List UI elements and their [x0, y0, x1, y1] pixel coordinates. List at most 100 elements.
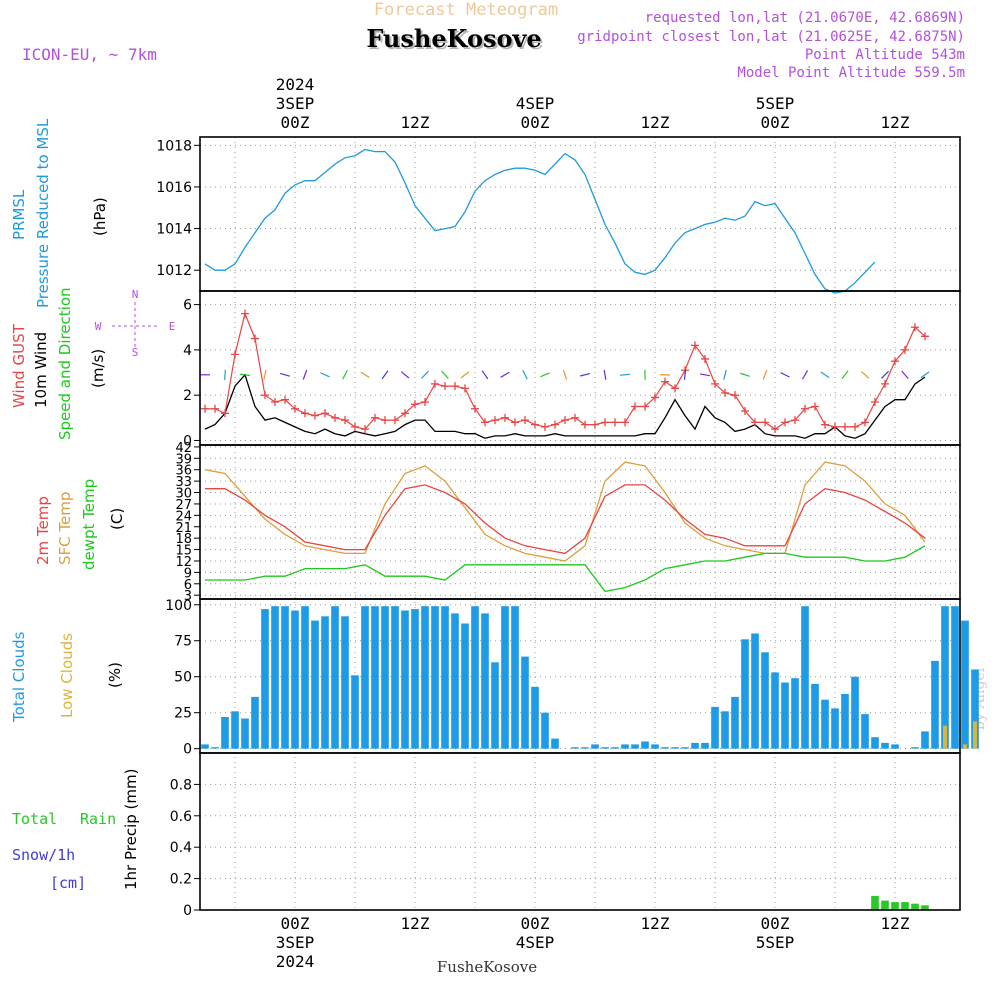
precip-unit: 1hr Precip (mm): [122, 769, 140, 890]
wind-gust-marker: [541, 422, 549, 431]
wind-direction-arrow: [723, 369, 727, 380]
total-clouds-bar: [691, 742, 699, 749]
temp-tick-label: 15: [175, 544, 192, 559]
precip-bar: [891, 902, 899, 910]
total-clouds-bar: [641, 741, 649, 749]
wind-gust-marker: [761, 418, 769, 427]
total-clouds-bar: [821, 699, 829, 749]
wind-gust-marker: [741, 407, 749, 416]
clouds-unit: (%): [106, 662, 124, 688]
wind-gust-marker: [601, 418, 609, 427]
temp-2m-label: 2m Temp: [34, 496, 52, 565]
wind-gust-marker: [631, 402, 639, 411]
temp-panel-frame: [199, 444, 961, 600]
wind-gust-marker: [711, 379, 719, 388]
total-clouds-bar: [721, 711, 729, 749]
total-clouds-bar: [891, 744, 899, 749]
total-clouds-bar: [701, 742, 709, 749]
total-clouds-bar: [671, 747, 679, 749]
total-clouds-bar: [371, 606, 379, 749]
tick-layer: 1018101610141012642042393633302724211815…: [156, 75, 909, 971]
total-clouds-bar: [521, 656, 529, 749]
wind-gust-marker: [481, 418, 489, 427]
low-clouds-bar: [973, 721, 977, 749]
wind-gust-marker: [251, 334, 259, 343]
wind-speed-series: [204, 373, 926, 439]
total-clouds-bar: [871, 737, 879, 749]
footer-location: FusheKosove: [437, 958, 537, 976]
wind-gust-marker: [411, 400, 419, 409]
precip-bar: [881, 900, 889, 910]
wind-tick-label: 4: [183, 343, 192, 359]
clouds-tick-label: 75: [174, 634, 192, 650]
bottom-time-label: 00Z: [761, 914, 790, 933]
pressure-series: [204, 148, 876, 294]
precip-tick-label: 0.4: [170, 840, 192, 856]
wind-direction-arrow: [421, 370, 429, 379]
wind-direction-arrow: [801, 370, 809, 380]
total-clouds-bar: [741, 639, 749, 749]
wind-gust-marker: [661, 377, 669, 386]
wind-direction-arrow: [740, 372, 750, 377]
temp-tick-label: 3: [184, 589, 192, 604]
compass-rose: N S W E: [95, 288, 176, 359]
total-clouds-bar: [551, 738, 559, 749]
wind-gust-marker: [881, 379, 889, 388]
precip-bar: [901, 902, 909, 910]
total-clouds-bar: [401, 610, 409, 749]
wind-gust-marker: [821, 420, 829, 429]
wind-gust-marker: [201, 404, 209, 413]
clouds-total-label: Total Clouds: [10, 631, 28, 723]
precip-panel-frame: [199, 752, 961, 911]
temp-dewpt-label: dewpt Temp: [80, 479, 98, 570]
total-clouds-bar: [351, 675, 359, 749]
total-clouds-bar: [611, 747, 619, 749]
wind-gust-marker: [361, 425, 369, 434]
total-clouds-bar: [581, 747, 589, 749]
wind-direction-arrow: [441, 370, 449, 379]
wind-gust-marker: [461, 384, 469, 393]
wind-direction-arrow: [699, 373, 711, 377]
total-clouds-bar: [931, 660, 939, 749]
top-time-label: 00Z: [281, 113, 310, 132]
wind-direction-arrow: [500, 371, 510, 378]
precip-tick-label: 0.6: [170, 809, 192, 825]
top-time-label: 4SEP: [516, 94, 555, 113]
total-clouds-bar: [201, 744, 209, 749]
grid-layer: [200, 137, 960, 911]
total-clouds-bar: [631, 744, 639, 749]
clouds-tick-label: 25: [174, 706, 192, 722]
bottom-time-label: 00Z: [521, 914, 550, 933]
wind-gust-marker: [351, 422, 359, 431]
total-clouds-bar: [951, 606, 959, 749]
wind-unit: (m/s): [89, 349, 107, 388]
precip-bar: [871, 895, 879, 910]
wind-direction-arrow: [880, 370, 890, 379]
low-clouds-bar: [963, 744, 967, 749]
low-clouds-bar: [943, 725, 947, 749]
model-label: ICON-EU, ~ 7km: [22, 45, 157, 64]
wind-gust-marker: [521, 416, 529, 425]
wind-direction-arrow: [263, 369, 267, 380]
wind-direction-arrow: [540, 372, 550, 378]
total-clouds-bar: [851, 676, 859, 749]
temp-tick-label: 24: [175, 509, 192, 524]
frame-layer: [199, 136, 961, 911]
total-clouds-bar: [381, 606, 389, 749]
clouds-tick-label: 0: [183, 742, 192, 758]
wind-direction-arrow: [381, 370, 389, 380]
temp-tick-label: 42: [175, 441, 192, 456]
bottom-time-label: 2024: [276, 952, 315, 971]
precip-tick-label: 0: [183, 903, 192, 919]
total-clouds-bar: [251, 696, 259, 749]
wind-direction-arrow: [780, 372, 790, 378]
total-clouds-bar: [601, 747, 609, 749]
total-clouds-bar: [341, 616, 349, 749]
wind-direction-arrow: [224, 369, 226, 380]
wind-direction-arrow: [460, 371, 470, 379]
compass-east: E: [169, 320, 176, 333]
total-clouds-bar: [311, 620, 319, 749]
wind-gust-marker: [891, 357, 899, 366]
data-layer: [200, 148, 979, 911]
